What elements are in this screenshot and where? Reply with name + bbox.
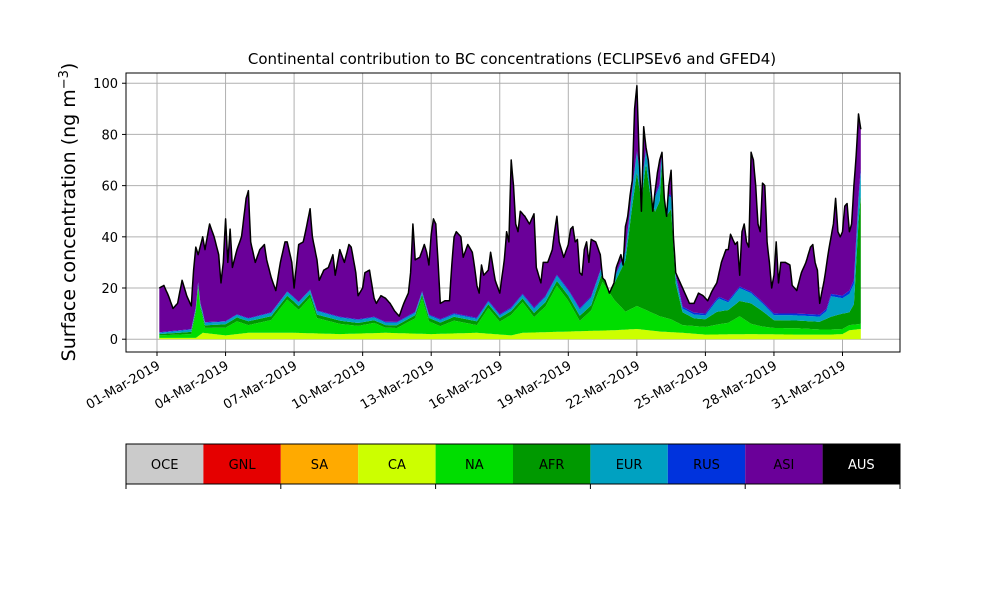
legend-item-afr: AFR bbox=[513, 444, 591, 484]
y-tick-label: 0 bbox=[110, 333, 118, 348]
legend-label: EUR bbox=[616, 458, 643, 473]
area-ca bbox=[159, 329, 861, 340]
legend-item-rus: RUS bbox=[667, 444, 746, 484]
legend-label: SA bbox=[311, 458, 328, 473]
y-tick-label: 40 bbox=[101, 231, 118, 246]
x-tick-label: 04-Mar-2019 bbox=[152, 358, 231, 412]
x-tick-label: 25-Mar-2019 bbox=[632, 358, 711, 412]
legend-swatch bbox=[280, 444, 359, 484]
legend-item-asi: ASI bbox=[745, 444, 823, 484]
y-axis-label-exponent: −3 bbox=[57, 70, 72, 89]
area-na bbox=[159, 281, 861, 338]
y-axis-label-main: Surface concentration (ng m bbox=[58, 89, 80, 361]
legend-swatch bbox=[126, 444, 204, 484]
legend-item-na: NA bbox=[435, 444, 513, 484]
area-rus bbox=[159, 149, 861, 333]
total-line bbox=[158, 85, 862, 317]
x-tick-label: 07-Mar-2019 bbox=[221, 358, 300, 412]
legend-swatch bbox=[590, 444, 668, 484]
x-tick-label: 22-Mar-2019 bbox=[564, 358, 643, 412]
area-eur bbox=[159, 151, 861, 335]
legend-item-aus: AUS bbox=[822, 444, 900, 484]
legend-item-oce: OCE bbox=[126, 444, 204, 484]
x-tick-label: 10-Mar-2019 bbox=[290, 358, 369, 412]
x-tick-label: 16-Mar-2019 bbox=[427, 358, 506, 412]
legend-label: RUS bbox=[693, 458, 720, 473]
legend-swatch bbox=[435, 444, 513, 484]
stacked-areas bbox=[158, 85, 862, 340]
y-tick-label: 100 bbox=[93, 77, 118, 92]
x-tick-label: 19-Mar-2019 bbox=[495, 358, 574, 412]
legend-swatch bbox=[513, 444, 591, 484]
legend-swatch bbox=[358, 444, 436, 484]
y-axis-label-close: ) bbox=[58, 63, 80, 70]
chart-title: Continental contribution to BC concentra… bbox=[248, 50, 776, 68]
plot-frame bbox=[125, 72, 901, 353]
y-tick-label: 60 bbox=[101, 180, 118, 195]
legend-label: NA bbox=[465, 458, 484, 473]
x-tick-label: 31-Mar-2019 bbox=[769, 358, 848, 412]
legend-label: AUS bbox=[848, 458, 875, 473]
legend-swatch bbox=[822, 444, 900, 484]
legend-label: CA bbox=[388, 458, 406, 473]
y-tick-label: 80 bbox=[101, 128, 118, 143]
x-tick-label: 28-Mar-2019 bbox=[701, 358, 780, 412]
legend-label: OCE bbox=[151, 458, 179, 473]
legend-frame bbox=[125, 443, 901, 485]
legend-item-sa: SA bbox=[280, 444, 359, 484]
y-tick-label: 20 bbox=[101, 282, 118, 297]
legend-swatch bbox=[745, 444, 823, 484]
x-tick-label: 01-Mar-2019 bbox=[84, 358, 163, 412]
legend-swatch bbox=[203, 444, 281, 484]
x-tick-label: 13-Mar-2019 bbox=[358, 358, 437, 412]
y-axis-label: Surface concentration (ng m−3) bbox=[57, 63, 80, 362]
legend-swatch bbox=[667, 444, 746, 484]
legend: OCE GNL SA CA NA AFR EUR RUS ASI AUS bbox=[125, 443, 901, 489]
legend-item-ca: CA bbox=[358, 444, 436, 484]
legend-label: AFR bbox=[539, 458, 564, 473]
legend-item-eur: EUR bbox=[590, 444, 668, 484]
legend-label: ASI bbox=[773, 458, 794, 473]
legend-item-gnl: GNL bbox=[203, 444, 281, 484]
legend-label: GNL bbox=[229, 458, 257, 473]
